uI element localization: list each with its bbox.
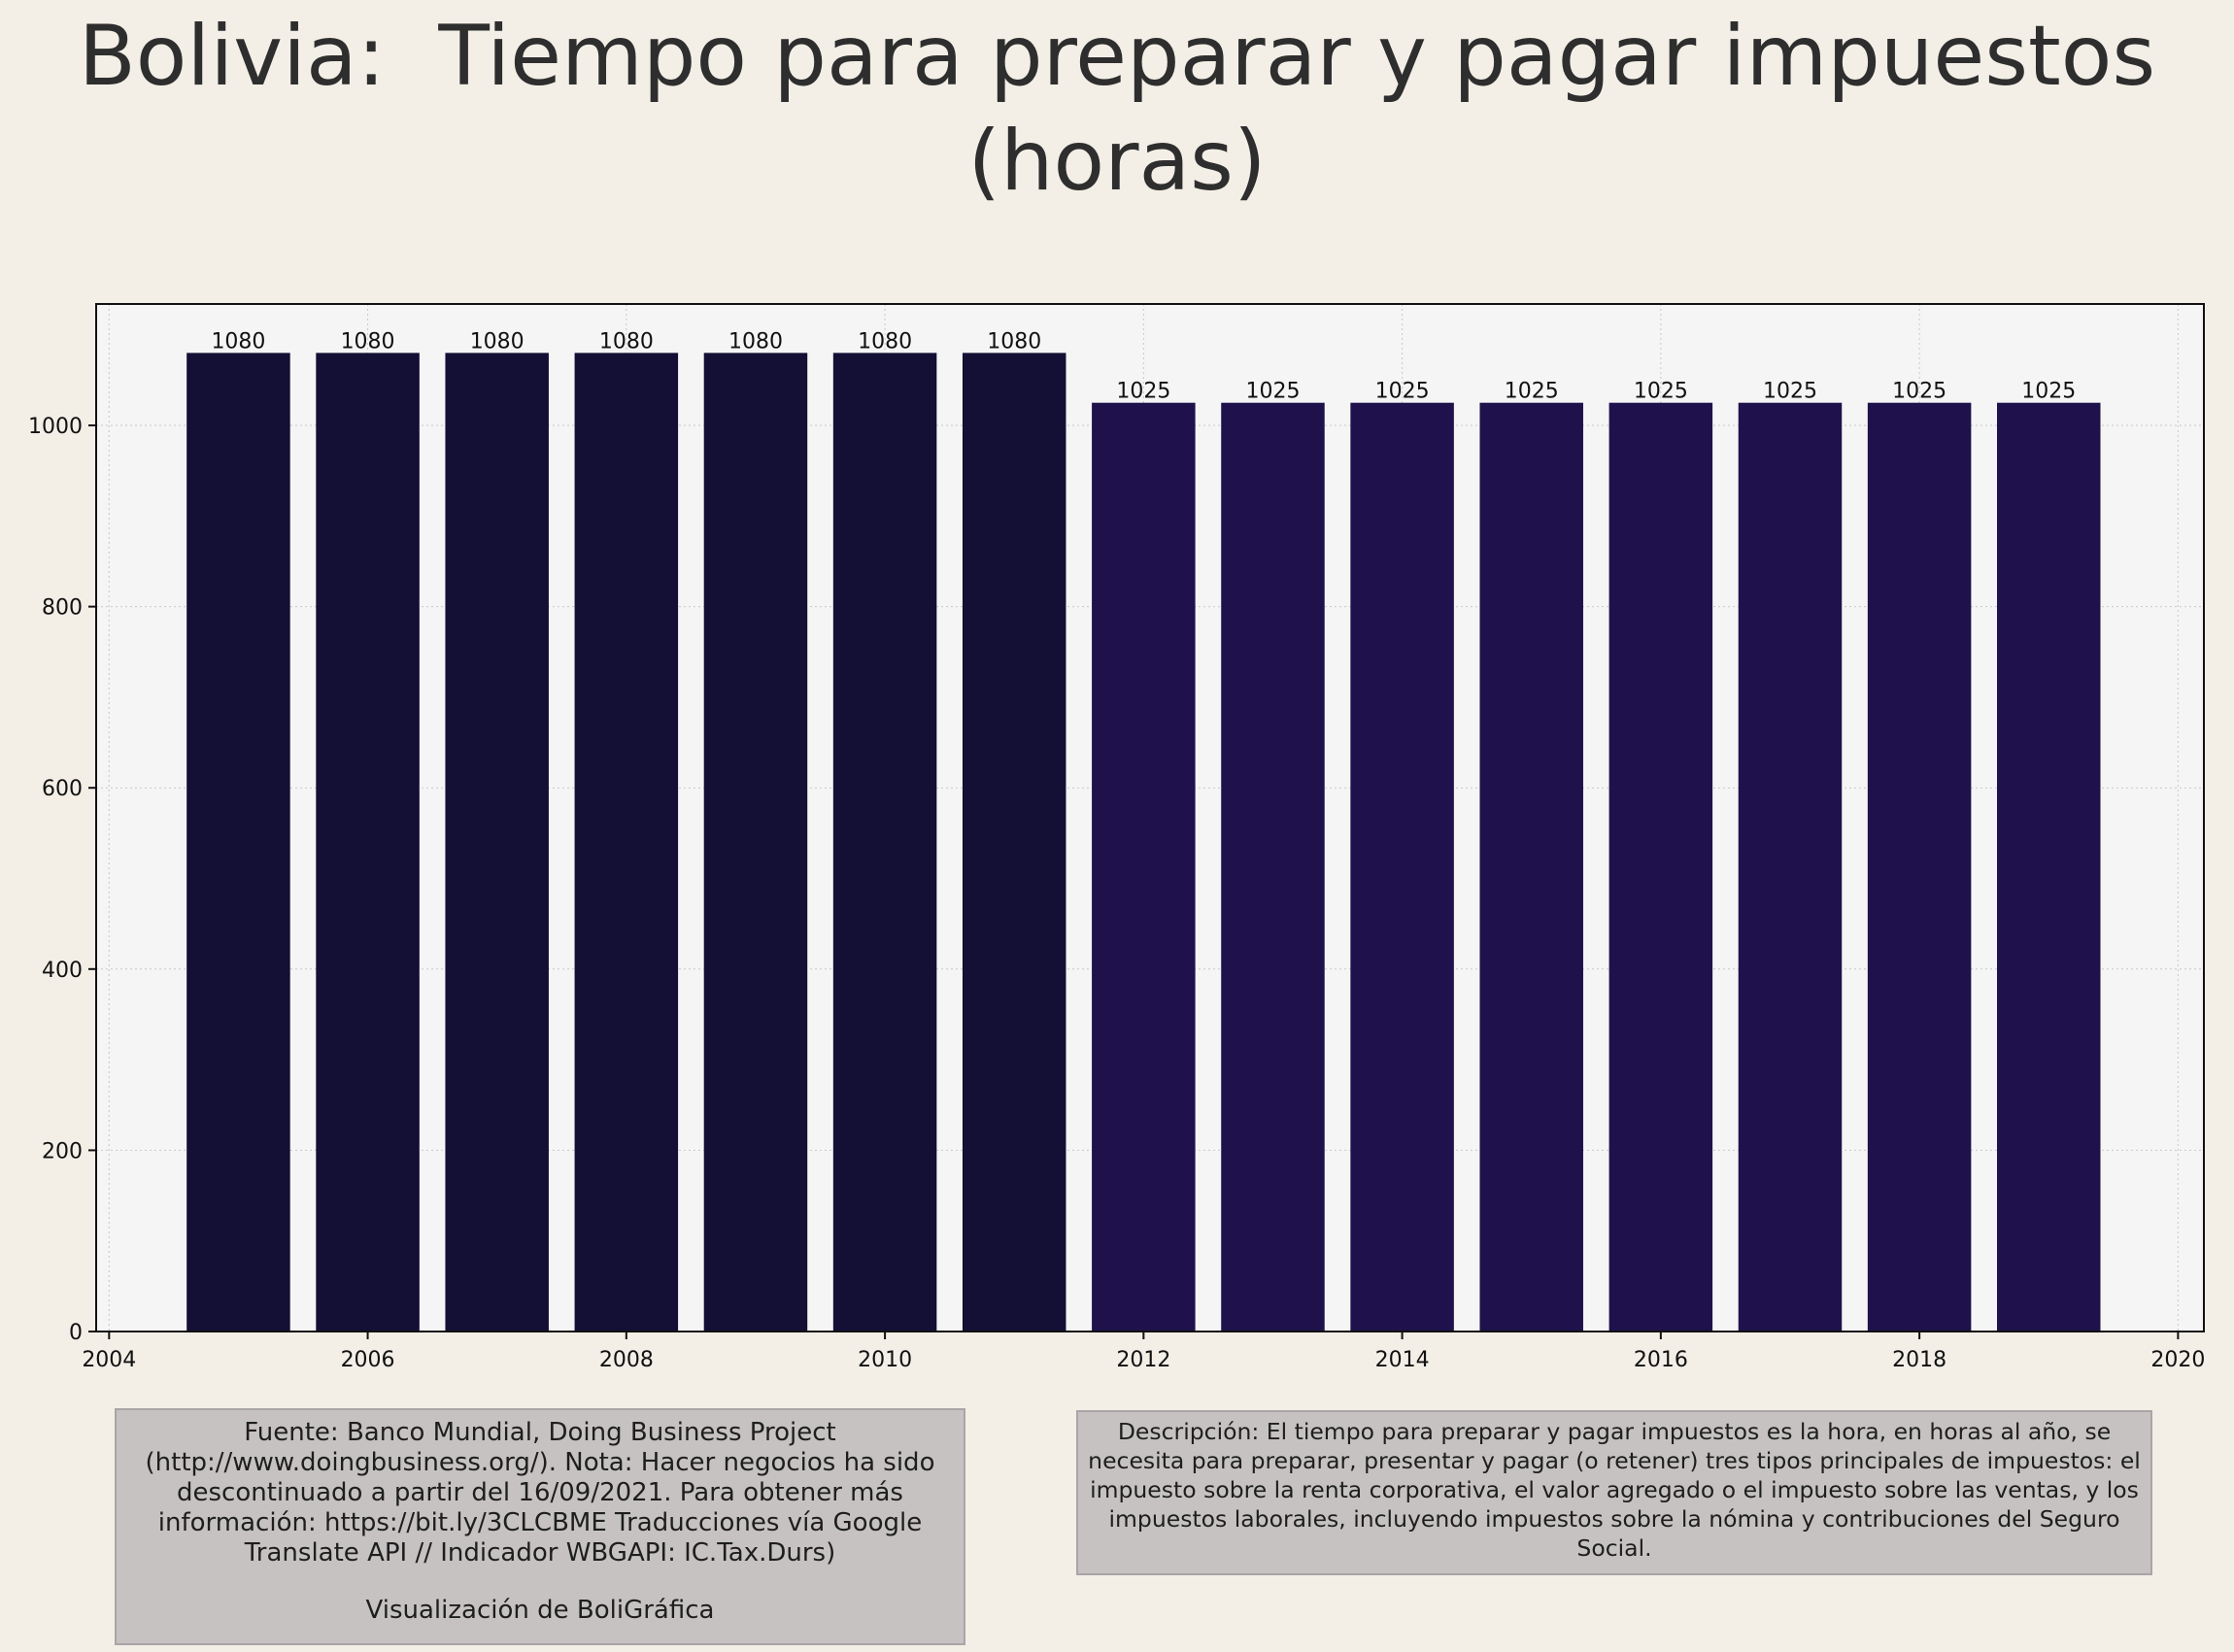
bar (1738, 402, 1843, 1332)
y-tick-label: 800 (42, 596, 83, 621)
description-note-box: Descripción: El tiempo para preparar y p… (1076, 1410, 2152, 1575)
x-tick-label: 2010 (858, 1348, 912, 1372)
credit-text: Visualización de BoliGráfica (365, 1596, 715, 1625)
x-tick-label: 2020 (2150, 1348, 2205, 1372)
y-tick-label: 400 (42, 959, 83, 983)
bar-value-label: 1025 (1375, 380, 1430, 404)
bar (1350, 402, 1454, 1332)
x-tick-label: 2004 (82, 1348, 136, 1372)
y-tick-label: 0 (69, 1321, 83, 1345)
bar (574, 353, 679, 1332)
bar (1867, 402, 1972, 1332)
description-note-text: Descripción: El tiempo para preparar y p… (1088, 1418, 2141, 1562)
bar-value-label: 1025 (1116, 380, 1170, 404)
bar (186, 353, 290, 1332)
bar (316, 353, 420, 1332)
bar-value-label: 1080 (599, 329, 654, 354)
x-tick-label: 2018 (1892, 1348, 1946, 1372)
plot-frame (95, 303, 2205, 1332)
x-tick-label: 2006 (341, 1348, 395, 1372)
bar-chart: 1080 1080 1080 1080 1080 1080 1080 1025 1025 1025… (28, 303, 2205, 1372)
bar-value-label: 1080 (211, 329, 265, 354)
x-tick-label: 2012 (1116, 1348, 1170, 1372)
y-tick-label: 1000 (28, 415, 83, 439)
bar-value-label: 1080 (341, 329, 395, 354)
bar-value-label: 1025 (1634, 380, 1688, 404)
source-note-box: Fuente: Banco Mundial, Doing Business Pr… (115, 1408, 965, 1645)
bar (962, 353, 1066, 1332)
source-note-text: Fuente: Banco Mundial, Doing Business Pr… (145, 1418, 935, 1568)
bar-value-label: 1080 (728, 329, 783, 354)
axis-ticks: 2004 2006 2008 2010 2012 2014 2016 2018 2020 0 200… (28, 415, 2205, 1372)
bars (186, 353, 2101, 1332)
bar (445, 353, 549, 1332)
bar (1996, 402, 2101, 1332)
bar (832, 353, 937, 1332)
bar-value-label: 1025 (1505, 380, 1559, 404)
x-tick-label: 2008 (599, 1348, 654, 1372)
bar-value-label: 1025 (1892, 380, 1946, 404)
data-labels: 1080 1080 1080 1080 1080 1080 1080 1025 1025 1025… (211, 329, 2076, 403)
bar (703, 353, 808, 1332)
y-tick-label: 600 (42, 777, 83, 801)
bar (1092, 402, 1196, 1332)
bar (1479, 402, 1583, 1332)
chart-title-line-1: Bolivia: Tiempo para preparar y pagar im… (78, 8, 2156, 105)
bar (1608, 402, 1713, 1332)
x-tick-label: 2014 (1375, 1348, 1430, 1372)
x-tick-label: 2016 (1634, 1348, 1688, 1372)
chart-title-line-2: (horas) (967, 113, 1267, 210)
bar-value-label: 1080 (858, 329, 912, 354)
bar-value-label: 1025 (2021, 380, 2076, 404)
bar-value-label: 1080 (470, 329, 525, 354)
y-tick-label: 200 (42, 1139, 83, 1163)
bar-value-label: 1025 (1245, 380, 1300, 404)
chart-title: Bolivia: Tiempo para preparar y pagar im… (0, 4, 2234, 214)
bar (1221, 402, 1325, 1332)
bar-value-label: 1025 (1763, 380, 1817, 404)
bar-value-label: 1080 (987, 329, 1041, 354)
